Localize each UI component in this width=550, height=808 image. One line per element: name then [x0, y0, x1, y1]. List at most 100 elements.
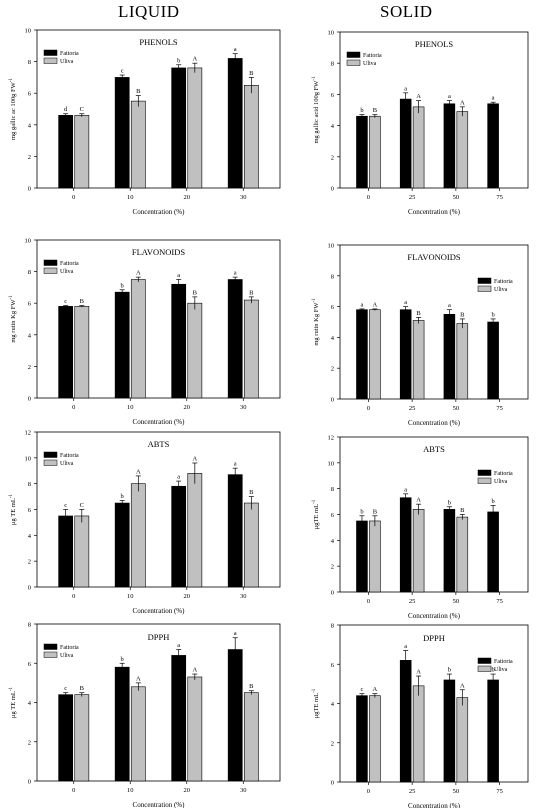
x-tick-label: 50	[453, 405, 460, 412]
bar-fattoria	[227, 58, 243, 189]
significance-letter: a	[404, 486, 407, 493]
significance-letter: B	[80, 685, 85, 692]
y-tick-label: 2	[28, 739, 31, 746]
plot-frame	[36, 239, 281, 399]
legend-label: Uliva	[363, 61, 377, 67]
legend-label: Fattoria	[363, 53, 382, 59]
bar-fattoria	[114, 502, 130, 588]
y-tick-label: 4	[28, 122, 32, 129]
significance-letter: B	[136, 88, 141, 95]
y-tick-label: 6	[28, 661, 32, 668]
x-tick-label: 20	[184, 787, 191, 794]
y-tick-label: 10	[328, 30, 335, 37]
x-tick-label: 20	[184, 194, 191, 201]
bar-fattoria	[227, 279, 243, 399]
y-tick-label: 12	[25, 430, 32, 437]
significance-letter: a	[234, 270, 237, 277]
y-tick-label: 0	[331, 397, 334, 404]
x-axis-label: Concentration (%)	[408, 208, 461, 216]
y-tick-label: 8	[331, 623, 334, 630]
bar-uliva	[74, 115, 90, 189]
legend-label: Fattoria	[60, 261, 79, 267]
y-axis-exponent: -1	[312, 688, 317, 693]
x-tick-label: 25	[409, 788, 416, 795]
x-tick-label: 30	[240, 194, 247, 201]
significance-letter: c	[64, 685, 67, 692]
bar-fattoria	[487, 103, 499, 189]
x-axis-label: Concentration (%)	[133, 607, 186, 615]
bar-uliva	[130, 279, 146, 399]
y-tick-label: 8	[331, 273, 334, 280]
legend-swatch-fattoria	[346, 51, 361, 58]
plot-frame	[339, 244, 529, 400]
chart-title: FLAVONOIDS	[132, 247, 185, 257]
y-tick-label: 10	[25, 455, 32, 462]
bar-fattoria	[443, 313, 456, 400]
bar-uliva	[187, 302, 203, 399]
bar-uliva	[243, 692, 259, 782]
bar-uliva	[130, 686, 146, 782]
significance-letter: B	[460, 311, 465, 318]
y-tick-label: 2	[331, 154, 334, 161]
significance-letter: A	[136, 270, 141, 277]
significance-letter: b	[448, 499, 451, 506]
chart-panel-abts-left: 0 2 4 6 8 10 12 μg TE mL-1 Concentration (%) ABTS…	[9, 430, 281, 615]
legend-swatch-fattoria	[477, 657, 492, 664]
legend-label: Fattoria	[60, 51, 79, 57]
x-tick-label: 50	[453, 194, 460, 201]
chart-panel-abts-right: 0 2 4 6 8 10 12 μgTE mL-1 Concentration (%) ABTS 0…	[312, 435, 529, 620]
x-tick-label: 50	[453, 598, 460, 605]
y-tick-label: 8	[28, 481, 31, 488]
significance-letter: A	[460, 99, 465, 106]
significance-letter: a	[177, 642, 180, 649]
legend-label: Fattoria	[494, 659, 513, 665]
bar-fattoria	[114, 666, 130, 782]
legend-swatch-fattoria	[477, 469, 492, 476]
x-axis-label: Concentration (%)	[408, 419, 461, 427]
legend-swatch-uliva	[477, 477, 492, 484]
bar-fattoria	[114, 291, 130, 399]
x-tick-label: 75	[496, 405, 503, 412]
legend-swatch-uliva	[43, 57, 58, 64]
x-tick-label: 50	[453, 788, 460, 795]
bar-uliva	[243, 85, 259, 189]
y-tick-label: 6	[28, 91, 32, 98]
y-tick-label: 6	[331, 92, 335, 99]
legend-swatch-fattoria	[43, 451, 58, 458]
x-tick-label: 75	[496, 194, 503, 201]
y-axis-label: μgTE mL-1	[312, 499, 320, 529]
bar-uliva	[456, 516, 469, 593]
x-tick-label: 0	[72, 787, 75, 794]
x-tick-label: 0	[367, 194, 370, 201]
bar-fattoria	[356, 520, 368, 593]
x-tick-label: 10	[127, 593, 134, 600]
plot-frame	[339, 436, 529, 593]
x-tick-label: 10	[127, 404, 134, 411]
chart-title: PHENOLS	[139, 37, 178, 47]
legend-swatch-fattoria	[43, 49, 58, 56]
legend-label: Uliva	[60, 653, 74, 659]
significance-letter: b	[121, 282, 124, 289]
bar-fattoria	[171, 283, 187, 399]
y-axis-label: mg rutin Kg FW-1	[312, 298, 320, 346]
legend-swatch-uliva	[346, 59, 361, 66]
bar-fattoria	[58, 115, 74, 189]
y-tick-label: 8	[331, 61, 334, 68]
bar-fattoria	[399, 497, 412, 593]
legend-label: Uliva	[60, 461, 74, 467]
bar-fattoria	[227, 649, 243, 782]
legend-label: Uliva	[60, 269, 74, 275]
significance-letter: b	[491, 667, 494, 674]
bar-fattoria	[58, 515, 74, 588]
significance-letter: B	[80, 298, 85, 305]
legend-swatch-fattoria	[43, 643, 58, 650]
bar-uliva	[412, 685, 425, 783]
x-tick-label: 30	[240, 593, 247, 600]
y-axis-exponent: -1	[9, 686, 14, 691]
significance-letter: b	[491, 311, 494, 318]
legend-swatch-uliva	[43, 459, 58, 466]
significance-letter: a	[404, 299, 407, 306]
x-tick-label: 25	[409, 194, 416, 201]
bar-uliva	[369, 309, 381, 400]
y-tick-label: 6	[331, 304, 335, 311]
